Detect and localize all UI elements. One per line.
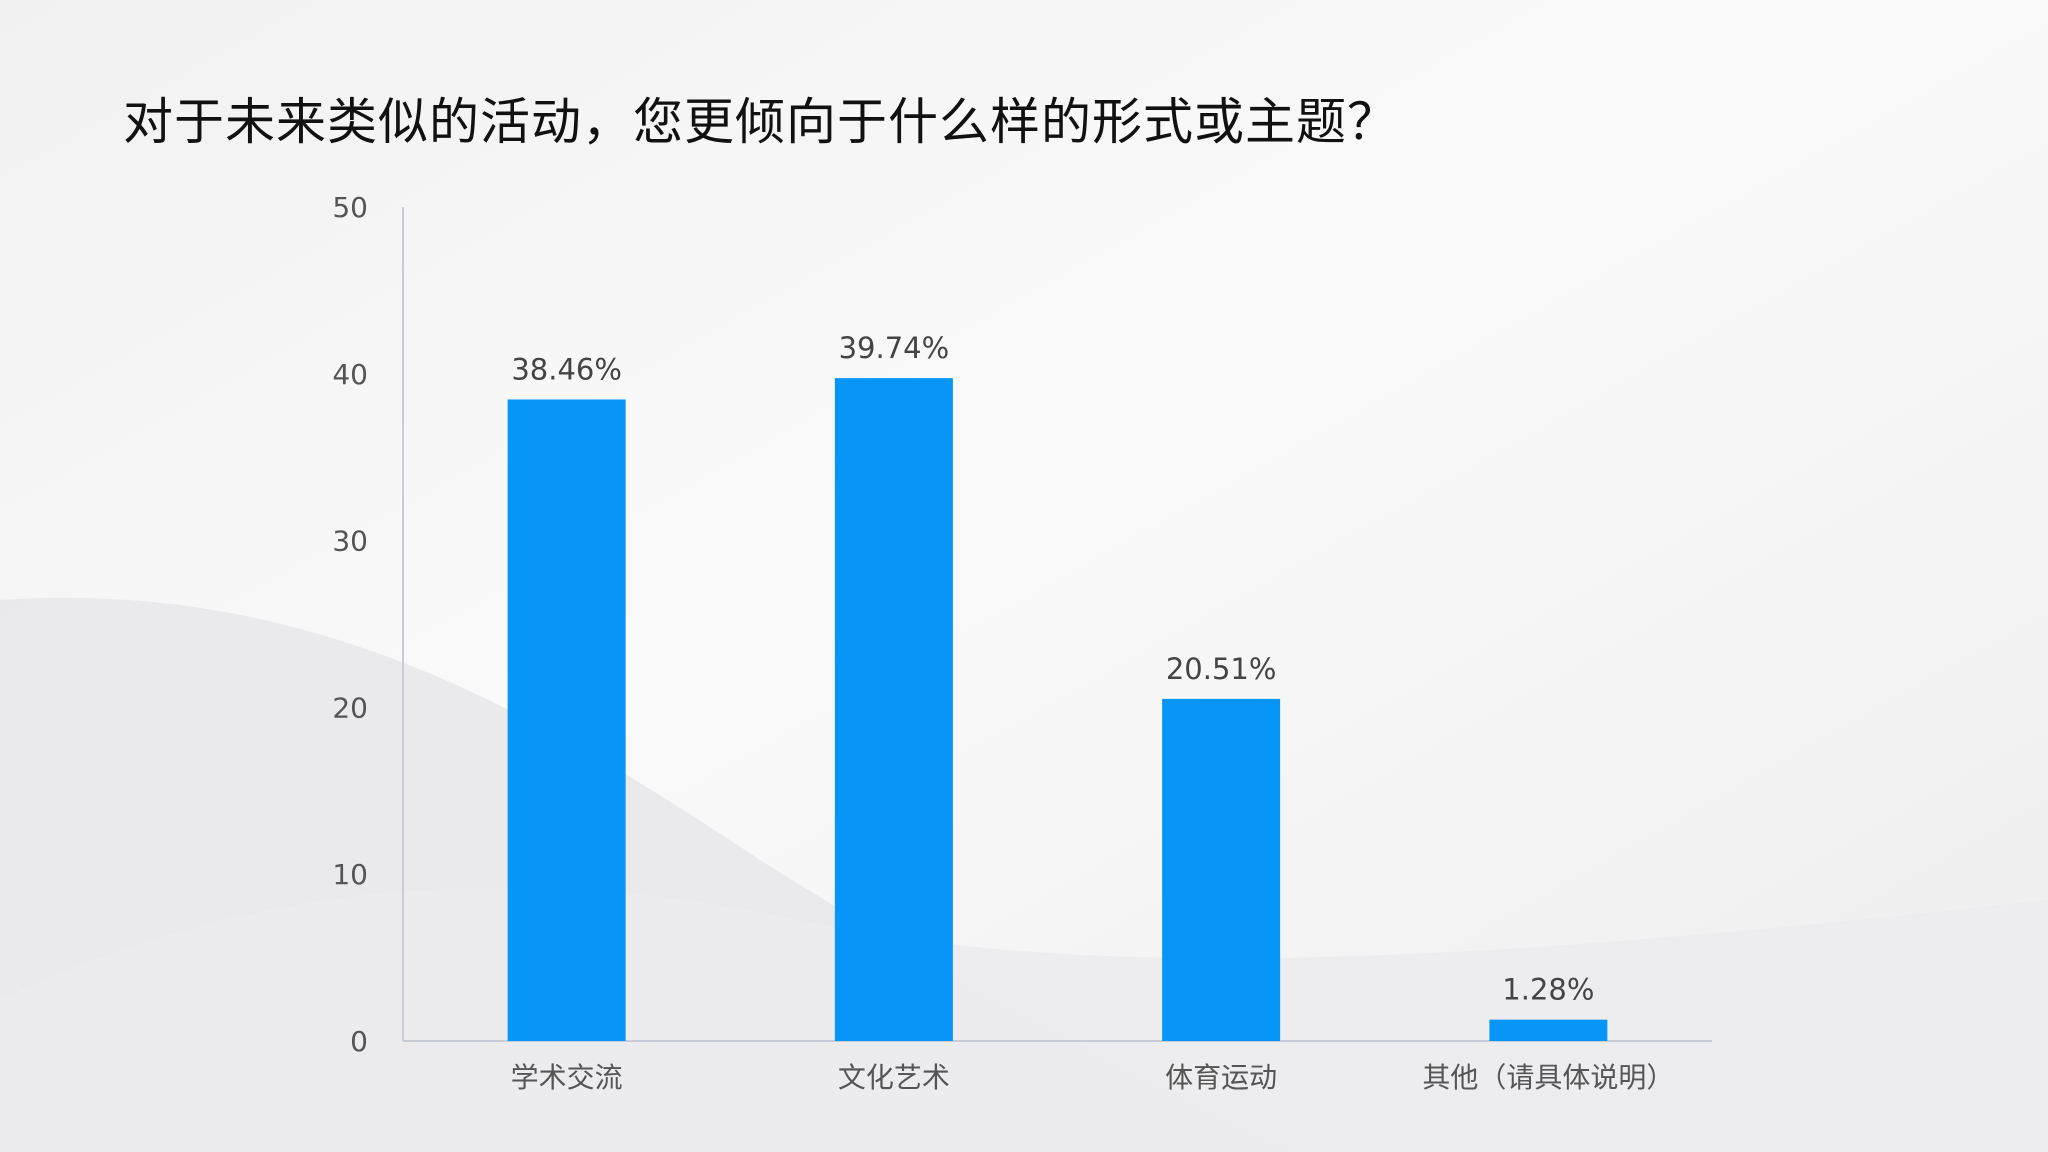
bar [834, 378, 953, 1041]
data-labels: 38.46% 39.74% 20.51% 1.28% [511, 331, 1594, 1007]
bar [507, 399, 626, 1042]
bar [1162, 698, 1281, 1041]
y-tick-label: 0 [350, 1025, 368, 1058]
data-label: 1.28% [1502, 973, 1594, 1007]
x-axis-ticks: 学术交流 文化艺术 体育运动 其他（请具体说明） [511, 1061, 1675, 1094]
x-tick-label: 其他（请具体说明） [1422, 1061, 1674, 1094]
x-tick-label: 体育运动 [1165, 1061, 1277, 1094]
y-tick-label: 10 [332, 858, 368, 891]
y-tick-label: 30 [332, 525, 368, 558]
slide-title: 对于未来类似的活动，您更倾向于什么样的形式或主题？ [123, 93, 1398, 151]
y-axis-ticks: 0 10 20 30 40 50 [332, 191, 368, 1058]
x-tick-label: 文化艺术 [838, 1061, 950, 1094]
data-label: 20.51% [1166, 652, 1277, 686]
data-label: 39.74% [839, 331, 950, 365]
y-tick-label: 40 [332, 358, 368, 391]
y-tick-label: 50 [332, 191, 368, 224]
bars [507, 378, 1608, 1042]
data-label: 38.46% [511, 352, 622, 386]
bar [1489, 1019, 1608, 1041]
y-tick-label: 20 [332, 691, 368, 724]
x-tick-label: 学术交流 [511, 1061, 623, 1094]
